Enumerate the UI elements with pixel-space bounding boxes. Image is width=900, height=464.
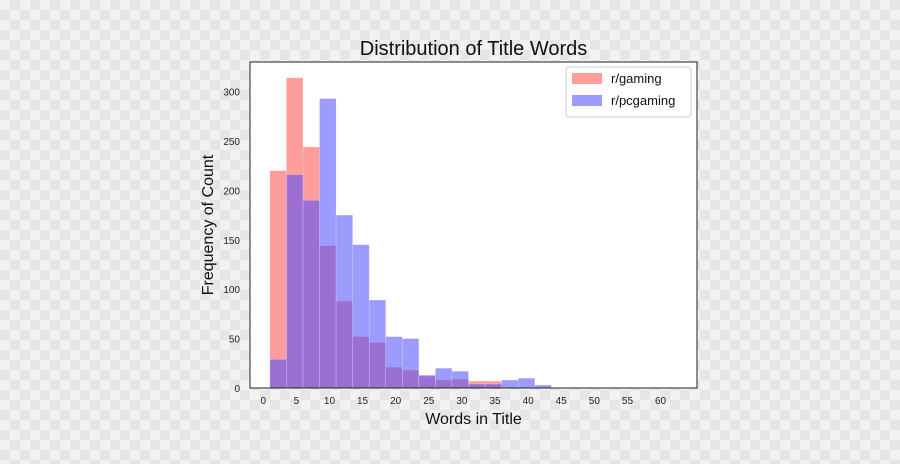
legend-swatch-pcgaming — [572, 95, 602, 106]
y-tick-label: 150 — [223, 236, 240, 247]
y-tick-label: 300 — [223, 88, 240, 99]
bar-r-pcgaming-4 — [335, 214, 353, 389]
bar-r-pcgaming-1 — [286, 174, 304, 389]
legend-label-gaming: r/gaming — [611, 71, 662, 86]
bar-r-pcgaming-10 — [435, 367, 453, 389]
x-axis-label: Words in Title — [425, 411, 522, 428]
legend-swatch-gaming — [572, 73, 602, 84]
x-axis-ticks: 0 5 10 15 20 25 30 35 40 45 50 55 60 — [260, 396, 666, 407]
x-tick-label: 50 — [589, 396, 601, 407]
y-axis-ticks: 0 50 100 150 200 250 300 — [223, 88, 240, 395]
y-tick-label: 0 — [234, 384, 240, 395]
y-tick-label: 200 — [223, 186, 240, 197]
bar-r-pcgaming-11 — [451, 370, 469, 389]
x-tick-label: 30 — [456, 396, 468, 407]
bar-r-pcgaming-5 — [352, 244, 370, 389]
bar-r-pcgaming-8 — [402, 338, 420, 389]
bar-r-pcgaming-15 — [517, 377, 536, 389]
bar-r-pcgaming-7 — [385, 336, 403, 389]
y-axis-label: Frequency of Count — [200, 154, 217, 295]
plot-frame — [249, 61, 698, 389]
x-tick-label: 40 — [523, 396, 535, 407]
x-tick-label: 0 — [260, 396, 266, 407]
y-tick-label: 250 — [223, 137, 240, 148]
bar-r-pcgaming-14 — [501, 379, 519, 389]
x-tick-label: 25 — [423, 396, 435, 407]
bar-r-pcgaming-6 — [368, 299, 387, 389]
bar-r-gaming-0 — [269, 170, 287, 389]
bars-layer — [269, 77, 552, 389]
x-tick-label: 45 — [556, 396, 568, 407]
x-tick-label: 20 — [390, 396, 402, 407]
bar-r-pcgaming-12 — [468, 383, 486, 389]
x-tick-label: 35 — [489, 396, 501, 407]
bar-r-pcgaming-9 — [418, 374, 436, 389]
legend: r/gaming r/pcgaming — [565, 66, 692, 118]
y-tick-label: 50 — [229, 335, 241, 346]
bar-r-pcgaming-0 — [269, 359, 287, 389]
legend-label-pcgaming: r/pcgaming — [611, 93, 675, 108]
x-tick-label: 60 — [655, 396, 667, 407]
bar-r-pcgaming-3 — [319, 98, 337, 389]
x-tick-label: 10 — [324, 396, 336, 407]
bar-r-pcgaming-13 — [484, 383, 502, 389]
x-tick-label: 5 — [294, 396, 300, 407]
bar-r-pcgaming-2 — [302, 200, 320, 389]
chart-title: Distribution of Title Words — [360, 38, 588, 60]
x-tick-label: 55 — [622, 396, 634, 407]
y-tick-label: 100 — [223, 285, 240, 296]
x-tick-label: 15 — [357, 396, 369, 407]
